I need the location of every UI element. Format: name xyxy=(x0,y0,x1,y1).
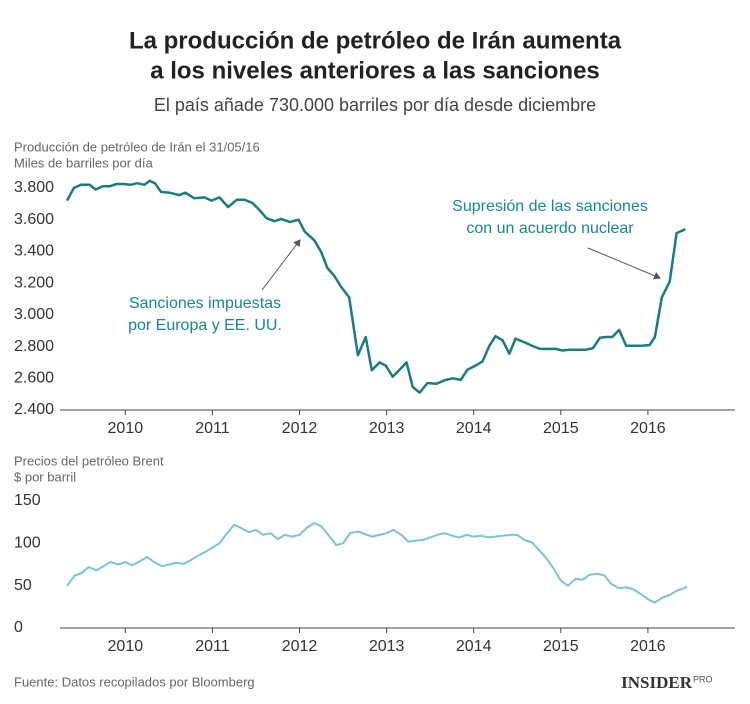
logo-tag: PRO xyxy=(693,674,713,684)
x-tick-label: 2011 xyxy=(195,638,230,655)
x-tick-label: 2011 xyxy=(195,420,230,437)
x-tick-label: 2016 xyxy=(630,638,666,655)
y-tick-label: 2.800 xyxy=(14,338,54,355)
annotation: Sanciones impuestas xyxy=(129,295,281,312)
x-tick-label: 2012 xyxy=(282,420,318,437)
chart-title: Producción de petróleo de Irán el 31/05/… xyxy=(14,139,260,154)
x-tick-label: 2010 xyxy=(108,420,144,437)
source: Fuente: Datos recopilados por Bloomberg xyxy=(14,674,255,689)
y-axis-label: Miles de barriles por día xyxy=(14,155,153,170)
annotation-arrow xyxy=(261,239,301,291)
x-tick-label: 2013 xyxy=(369,420,405,437)
subtitle: El país añade 730.000 barriles por día d… xyxy=(154,95,596,115)
y-tick-label: 3.200 xyxy=(14,274,54,291)
y-tick-label: 3.400 xyxy=(14,243,54,260)
x-tick-label: 2014 xyxy=(456,638,492,655)
annotation: por Europa y EE. UU. xyxy=(128,317,282,334)
title-line: La producción de petróleo de Irán aument… xyxy=(129,27,622,54)
x-tick-label: 2010 xyxy=(108,638,144,655)
x-tick-label: 2015 xyxy=(543,638,579,655)
annotation: Supresión de las sanciones xyxy=(452,198,648,215)
data-line xyxy=(65,179,686,394)
y-tick-label: 100 xyxy=(14,535,41,552)
y-tick-label: 0 xyxy=(14,619,23,636)
x-tick-label: 2013 xyxy=(369,638,405,655)
y-tick-label: 150 xyxy=(14,492,41,509)
y-tick-label: 2.400 xyxy=(14,401,54,418)
annotation-arrow xyxy=(587,247,661,280)
y-tick-label: 2.600 xyxy=(14,369,54,386)
y-axis-label: $ por barril xyxy=(14,469,76,484)
data-line xyxy=(66,522,688,604)
annotation: con un acuerdo nuclear xyxy=(466,220,634,237)
y-tick-label: 3.600 xyxy=(14,211,54,228)
chart-title: Precios del petróleo Brent xyxy=(14,453,164,468)
x-tick-label: 2014 xyxy=(456,420,492,437)
x-tick-label: 2016 xyxy=(630,420,666,437)
y-tick-label: 50 xyxy=(14,577,32,594)
y-tick-label: 3.800 xyxy=(14,179,54,196)
title-line: a los niveles anteriores a las sanciones xyxy=(150,57,600,84)
x-tick-label: 2015 xyxy=(543,420,579,437)
y-tick-label: 3.000 xyxy=(14,306,54,323)
x-tick-label: 2012 xyxy=(282,638,318,655)
logo: INSIDER xyxy=(621,673,693,692)
